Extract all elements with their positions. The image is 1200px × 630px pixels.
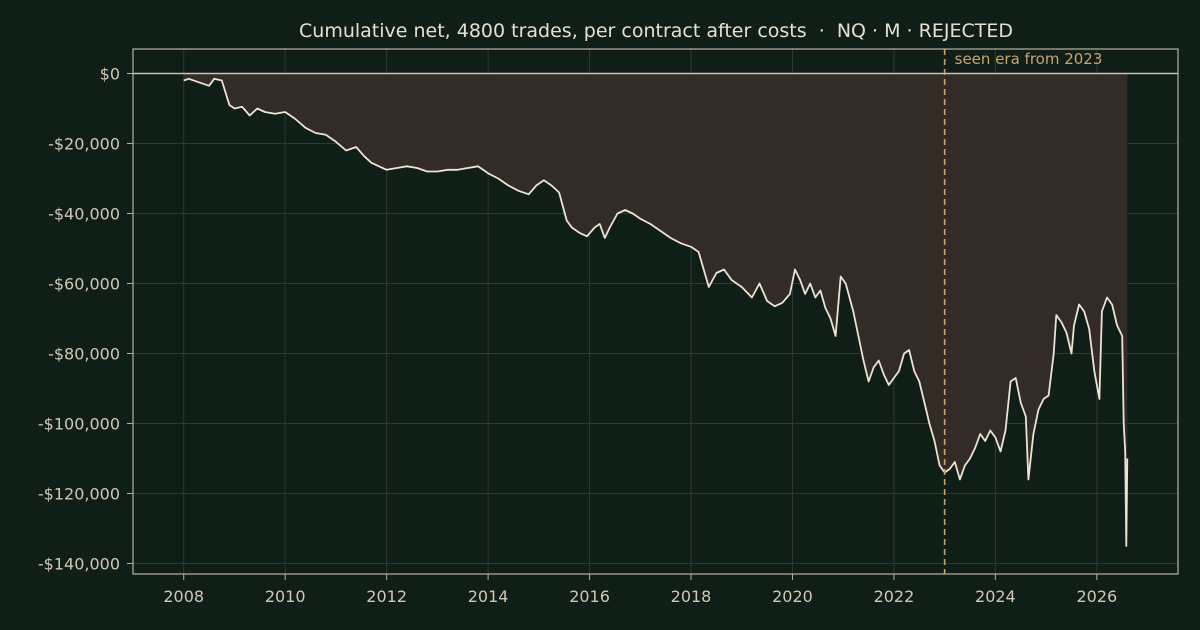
y-tick-label-4: -$80,000 [48, 345, 120, 364]
chart-title: Cumulative net, 4800 trades, per contrac… [299, 20, 1013, 42]
axis-layer [132, 48, 1179, 575]
y-tick-label-5: -$100,000 [38, 415, 120, 434]
drawdown-fill-area [183, 73, 1128, 546]
annotation-layer: seen era from 2023 [943, 49, 1103, 574]
x-tick-label-2008: 2008 [163, 587, 204, 606]
x-tick-label-2018: 2018 [671, 587, 712, 606]
cumulative-net-line [183, 77, 1129, 547]
x-tick-label-2020: 2020 [772, 587, 813, 606]
x-tick-label-2026: 2026 [1076, 587, 1117, 606]
y-tick-label-7: -$140,000 [38, 555, 120, 574]
y-tick-label-3: -$60,000 [48, 275, 120, 294]
y-tick-label-1: -$20,000 [48, 135, 120, 154]
x-tick-label-2022: 2022 [874, 587, 915, 606]
x-tick-label-2010: 2010 [265, 587, 306, 606]
x-tick-label-2024: 2024 [975, 587, 1016, 606]
y-tick-label-2: -$40,000 [48, 205, 120, 224]
plot-frame [132, 48, 1179, 575]
x-axis-ticks: 2008 2010 2012 2014 2016 2018 2020 2022 2024 2026 [163, 574, 1117, 606]
y-tick-label-0: $0 [100, 65, 120, 84]
x-tick-label-2016: 2016 [569, 587, 610, 606]
y-axis-ticks: $0 -$20,000 -$40,000 -$60,000 -$80,000 -$100,… [38, 65, 133, 574]
x-tick-label-2014: 2014 [468, 587, 509, 606]
y-tick-label-6: -$120,000 [38, 485, 120, 504]
line-layer [183, 77, 1129, 547]
fill-layer [183, 73, 1128, 546]
seen-era-annotation: seen era from 2023 [955, 50, 1103, 68]
x-tick-label-2012: 2012 [366, 587, 407, 606]
